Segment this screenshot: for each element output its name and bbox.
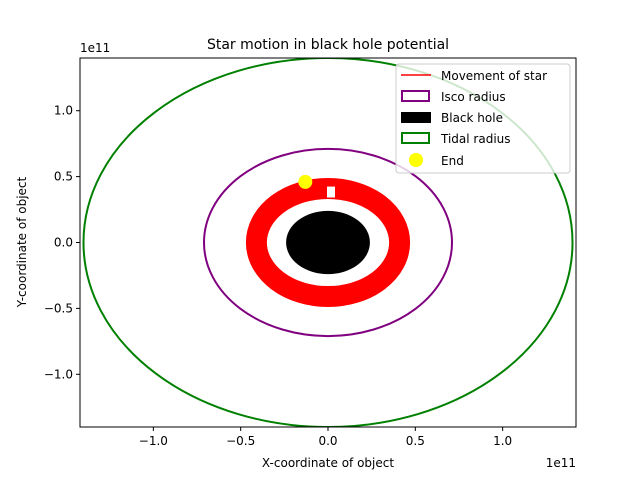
- x-tick-label: −0.5: [226, 434, 255, 448]
- x-axis-label: X-coordinate of object: [262, 456, 394, 470]
- legend-label-end: End: [441, 154, 464, 168]
- legend-blackhole-marker: [401, 112, 431, 123]
- y-tick-label: −1.0: [44, 367, 73, 381]
- legend-tidal-marker: [401, 132, 430, 144]
- y-axis-offset-label: 1e11: [80, 41, 110, 55]
- y-tick-label: −0.5: [44, 301, 73, 315]
- legend-label-blackhole: Black hole: [441, 111, 503, 125]
- tidal-radius-circle: [82, 58, 574, 427]
- black-hole-disk: [286, 210, 370, 275]
- y-tick-label: 0.5: [54, 170, 73, 184]
- legend-isco-marker: [401, 90, 430, 102]
- x-tick-label: 0.5: [406, 434, 425, 448]
- chart-title: Star motion in black hole potential: [207, 37, 449, 53]
- axis-ticks: −1.0 −0.5 0.0 0.5 1.0 −1.0 −0.5 0.0 0.5 1.0: [44, 104, 512, 448]
- legend: Movement of star Isco radius Black hole …: [395, 63, 571, 174]
- x-tick-label: 1.0: [493, 434, 512, 448]
- end-point-marker: [298, 174, 313, 189]
- legend-label-movement: Movement of star: [441, 69, 547, 83]
- y-tick-label: 0.0: [54, 236, 73, 250]
- isco-radius-circle: [203, 147, 453, 338]
- legend-end-marker: [409, 153, 423, 167]
- x-tick-label: 0.0: [318, 434, 337, 448]
- legend-label-isco: Isco radius: [441, 90, 506, 104]
- star-orbit-gap: [327, 186, 335, 198]
- x-axis-offset-label: 1e11: [546, 456, 576, 470]
- y-axis-label: Y-coordinate of object: [15, 177, 29, 309]
- y-tick-label: 1.0: [54, 104, 73, 118]
- legend-box: [395, 63, 571, 174]
- legend-label-tidal: Tidal radius: [440, 132, 511, 146]
- plot-data-layer: [82, 58, 574, 427]
- x-tick-label: −1.0: [139, 434, 168, 448]
